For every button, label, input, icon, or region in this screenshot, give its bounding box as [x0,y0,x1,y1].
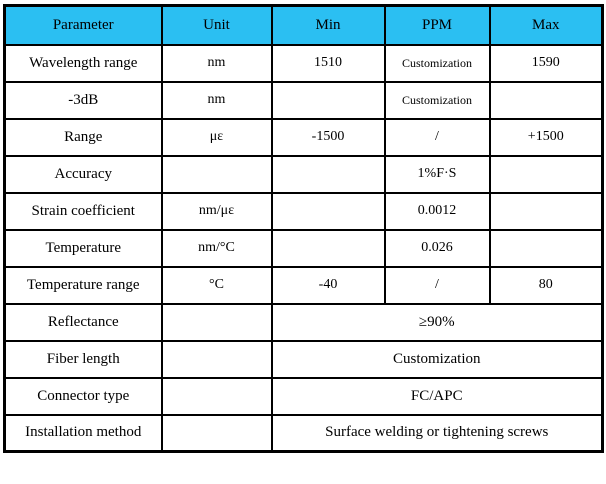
header-row: Parameter Unit Min PPM Max [3,4,604,46]
cell-max [488,154,604,194]
cell-merged-value: FC/APC [270,376,604,416]
cell-merged-value: Surface welding or tightening screws [270,413,604,453]
cell-parameter: Range [3,117,163,157]
table-row-fiber-length: Fiber length Customization [3,339,604,379]
table-row-temperature-range: Temperature range °C -40 / 80 [3,265,604,305]
table-row-accuracy: Accuracy 1%F·S [3,154,604,194]
cell-parameter: Wavelength range [3,43,163,83]
cell-max: 80 [488,265,604,305]
cell-parameter: Reflectance [3,302,163,342]
table-row-connector-type: Connector type FC/APC [3,376,604,416]
header-cell-parameter: Parameter [3,4,163,46]
cell-ppm: / [383,265,491,305]
cell-parameter: Connector type [3,376,163,416]
cell-parameter: Installation method [3,413,163,453]
cell-merged-value: ≥90% [270,302,604,342]
cell-min: 1510 [270,43,386,83]
cell-parameter: Temperature [3,228,163,268]
table-row-3db: -3dB nm Customization [3,80,604,120]
cell-parameter: Accuracy [3,154,163,194]
cell-parameter: -3dB [3,80,163,120]
cell-ppm: 0.0012 [383,191,491,231]
cell-min: -1500 [270,117,386,157]
cell-unit: nm [160,80,273,120]
cell-max [488,228,604,268]
specification-table: Parameter Unit Min PPM Max Wavelength ra… [3,4,604,453]
cell-parameter: Temperature range [3,265,163,305]
table-row-wavelength-range: Wavelength range nm 1510 Customization 1… [3,43,604,83]
cell-unit [160,376,273,416]
cell-ppm: Customization [383,80,491,120]
cell-parameter: Fiber length [3,339,163,379]
cell-min [270,191,386,231]
cell-ppm: / [383,117,491,157]
cell-min [270,154,386,194]
cell-unit: nm/με [160,191,273,231]
cell-unit: nm/°C [160,228,273,268]
header-cell-unit: Unit [160,4,273,46]
header-cell-min: Min [270,4,386,46]
cell-max: 1590 [488,43,604,83]
cell-ppm: 0.026 [383,228,491,268]
cell-max [488,191,604,231]
cell-parameter: Strain coefficient [3,191,163,231]
cell-merged-value: Customization [270,339,604,379]
table-row-range: Range με -1500 / +1500 [3,117,604,157]
cell-min [270,80,386,120]
header-cell-ppm: PPM [383,4,491,46]
header-cell-max: Max [488,4,604,46]
cell-unit [160,339,273,379]
cell-ppm: Customization [383,43,491,83]
cell-max: +1500 [488,117,604,157]
cell-max [488,80,604,120]
cell-ppm: 1%F·S [383,154,491,194]
table-row-installation-method: Installation method Surface welding or t… [3,413,604,453]
cell-unit [160,154,273,194]
cell-unit: με [160,117,273,157]
cell-unit: °C [160,265,273,305]
cell-min: -40 [270,265,386,305]
table-row-temperature: Temperature nm/°C 0.026 [3,228,604,268]
cell-unit: nm [160,43,273,83]
table-row-strain-coefficient: Strain coefficient nm/με 0.0012 [3,191,604,231]
cell-min [270,228,386,268]
spec-table-container: Parameter Unit Min PPM Max Wavelength ra… [3,4,604,453]
table-row-reflectance: Reflectance ≥90% [3,302,604,342]
cell-unit [160,302,273,342]
cell-unit [160,413,273,453]
